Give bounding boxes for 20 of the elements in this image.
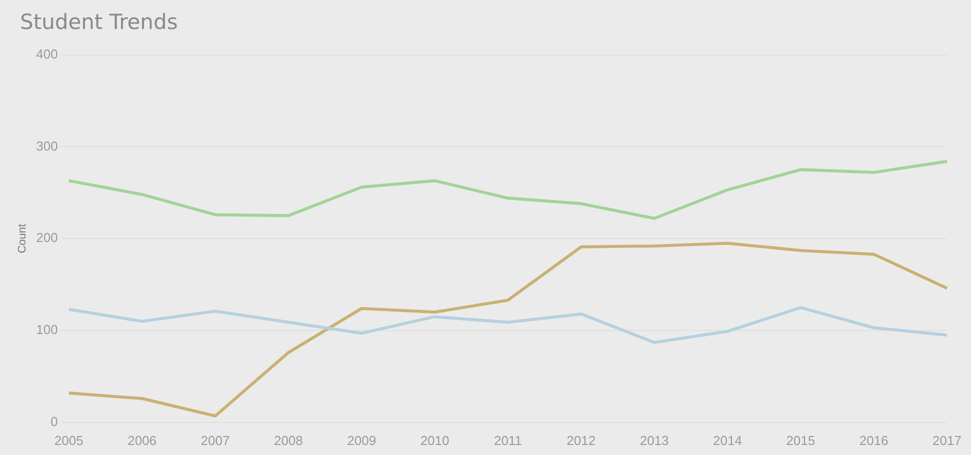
x-tick-label: 2006 <box>128 432 157 448</box>
x-tick-label: 2007 <box>200 432 230 448</box>
x-tick-label: 2009 <box>347 432 376 448</box>
x-tick-label: 2016 <box>859 432 888 448</box>
x-tick-label: 2005 <box>54 432 84 448</box>
x-tick-label: 2015 <box>786 432 816 448</box>
y-tick-label: 0 <box>50 414 58 429</box>
x-tick-label: 2017 <box>932 432 962 448</box>
y-tick-label: 400 <box>36 46 58 62</box>
y-tick-label: 200 <box>36 230 58 246</box>
x-tick-label: 2012 <box>566 432 596 448</box>
y-axis-title: Count <box>16 224 29 254</box>
chart-title: Student Trends <box>20 10 178 34</box>
y-tick-label: 300 <box>36 138 58 154</box>
x-tick-label: 2014 <box>713 432 742 448</box>
x-tick-label: 2011 <box>494 432 522 448</box>
x-tick-label: 2010 <box>420 432 450 448</box>
x-tick-label: 2013 <box>640 432 669 448</box>
x-tick-label: 2008 <box>274 432 303 448</box>
y-tick-label: 100 <box>36 322 58 338</box>
